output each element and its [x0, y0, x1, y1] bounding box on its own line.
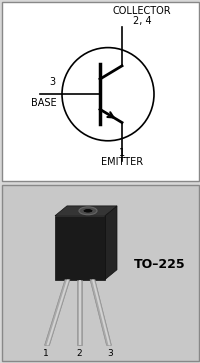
Ellipse shape [79, 207, 97, 215]
Polygon shape [55, 206, 116, 216]
Text: EMITTER: EMITTER [100, 157, 142, 167]
Text: COLLECTOR: COLLECTOR [112, 6, 170, 16]
Text: 3: 3 [49, 77, 55, 87]
Polygon shape [90, 280, 111, 345]
Text: 2, 4: 2, 4 [132, 16, 151, 26]
Polygon shape [104, 206, 116, 280]
Polygon shape [44, 280, 70, 345]
Polygon shape [79, 280, 81, 345]
Text: TO–225: TO–225 [134, 258, 185, 271]
Text: 3: 3 [107, 349, 112, 358]
Bar [55, 216, 104, 280]
Ellipse shape [83, 209, 93, 213]
Text: 1: 1 [43, 349, 49, 358]
Polygon shape [92, 280, 110, 345]
Text: 2: 2 [76, 349, 81, 358]
Polygon shape [77, 280, 82, 345]
Text: 1: 1 [118, 148, 124, 158]
Polygon shape [46, 280, 69, 345]
Text: BASE: BASE [31, 98, 57, 108]
